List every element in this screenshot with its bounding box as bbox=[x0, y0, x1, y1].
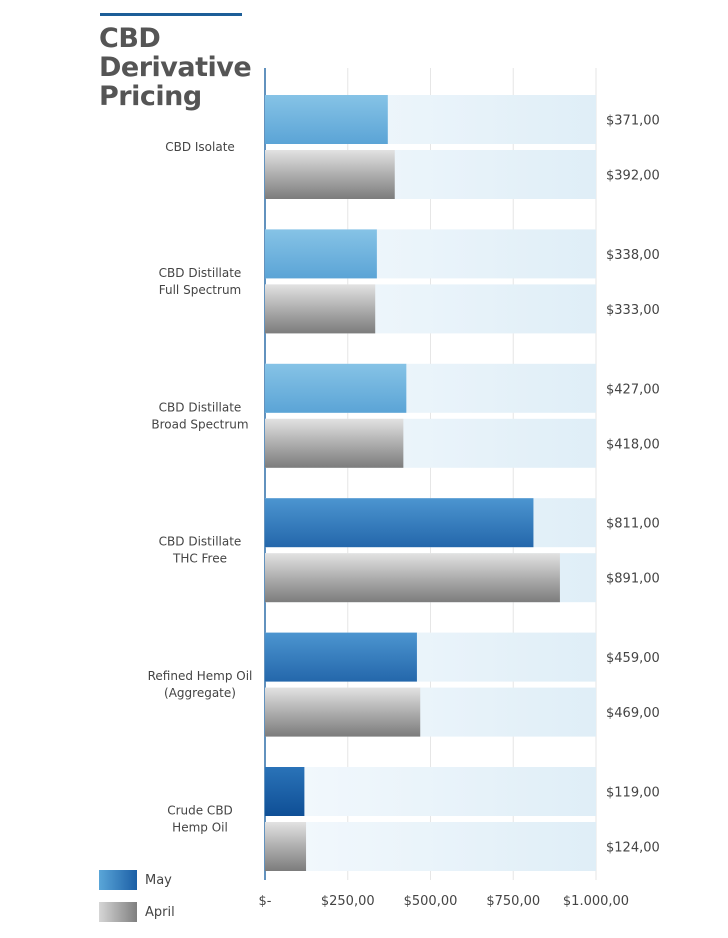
chart-title: CBD Derivative Pricing bbox=[99, 23, 252, 112]
data-label: $119,00 bbox=[606, 786, 660, 801]
x-tick-label: $- bbox=[259, 894, 272, 909]
bar-april bbox=[265, 418, 404, 468]
data-label: $338,00 bbox=[606, 248, 660, 263]
bar-may bbox=[265, 229, 377, 279]
legend-swatch-may bbox=[99, 870, 137, 890]
data-label: $891,00 bbox=[606, 572, 660, 587]
title-accent-bar bbox=[100, 13, 242, 16]
bar-track bbox=[265, 822, 596, 871]
bar-april bbox=[265, 284, 376, 334]
data-label: $371,00 bbox=[606, 114, 660, 129]
bar-may bbox=[265, 767, 305, 816]
x-tick-label: $500,00 bbox=[404, 894, 458, 909]
legend-swatch-april bbox=[99, 902, 137, 922]
bar-may bbox=[265, 363, 407, 413]
bar-april bbox=[265, 687, 421, 737]
bar-april bbox=[265, 150, 395, 199]
legend-label-may: May bbox=[145, 872, 172, 888]
category-label: CBD Distillate Broad Spectrum bbox=[151, 400, 248, 431]
data-label: $459,00 bbox=[606, 651, 660, 666]
bar-track bbox=[265, 767, 596, 816]
data-label: $427,00 bbox=[606, 382, 660, 397]
category-label: CBD Distillate Full Spectrum bbox=[159, 266, 242, 297]
category-label: Crude CBD Hemp Oil bbox=[167, 804, 233, 835]
x-tick-label: $750,00 bbox=[486, 894, 540, 909]
legend-item-may: May bbox=[99, 870, 172, 890]
bar-april bbox=[265, 822, 307, 871]
bar-may bbox=[265, 95, 388, 144]
bar-may bbox=[265, 632, 417, 682]
data-label: $333,00 bbox=[606, 303, 660, 318]
bar-april bbox=[265, 553, 560, 603]
data-label: $124,00 bbox=[606, 841, 660, 856]
category-label: CBD Isolate bbox=[165, 140, 235, 154]
data-label: $811,00 bbox=[606, 517, 660, 532]
x-tick-label: $1.000,00 bbox=[563, 894, 629, 909]
data-label: $418,00 bbox=[606, 437, 660, 452]
data-label: $469,00 bbox=[606, 706, 660, 721]
category-label: CBD Distillate THC Free bbox=[159, 535, 242, 566]
legend-label-april: April bbox=[145, 904, 175, 920]
bar-may bbox=[265, 498, 534, 548]
data-label: $392,00 bbox=[606, 169, 660, 184]
x-tick-label: $250,00 bbox=[321, 894, 375, 909]
category-label: Refined Hemp Oil (Aggregate) bbox=[148, 669, 253, 700]
legend-item-april: April bbox=[99, 902, 175, 922]
